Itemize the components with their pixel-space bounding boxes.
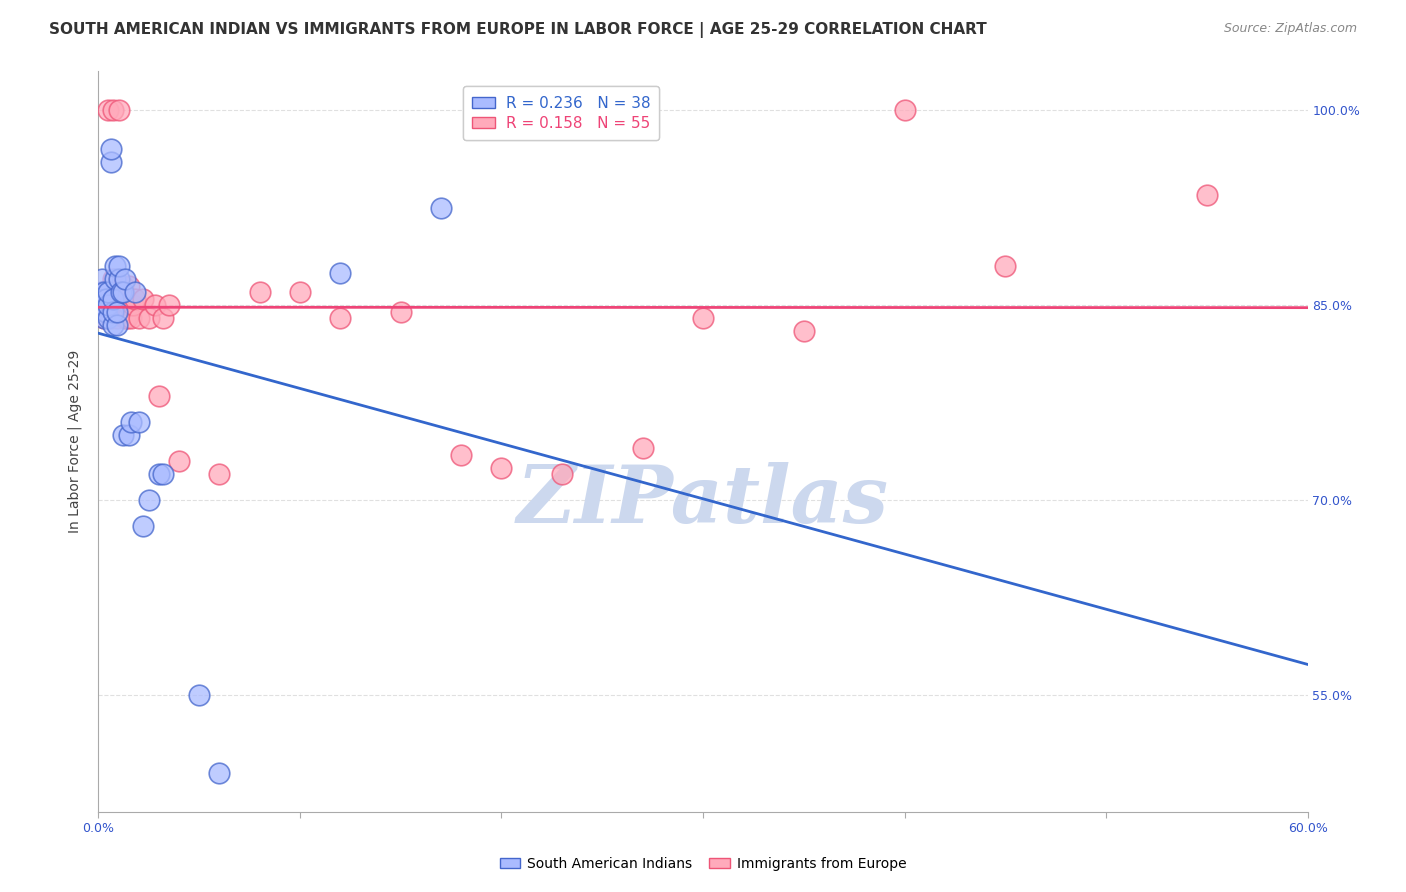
Point (124, 292, 146, 306)
Point (115, 311, 138, 326)
Point (89, 292, 111, 306)
Point (118, 278, 141, 293)
Point (208, 765, 231, 780)
Point (107, 304, 129, 318)
Point (93, 311, 115, 326)
Point (105, 318, 128, 332)
Point (101, 292, 124, 306)
Point (114, 311, 136, 326)
Point (100, 298, 122, 312)
Point (692, 311, 714, 326)
Point (96, 304, 118, 318)
Point (120, 415, 142, 429)
Point (91, 285, 114, 300)
Point (148, 389, 170, 403)
Point (111, 285, 134, 300)
Point (148, 467, 170, 481)
Point (97, 103, 120, 118)
Point (93, 311, 115, 326)
Point (288, 285, 311, 300)
Point (143, 298, 166, 312)
Point (111, 278, 134, 293)
Point (152, 311, 174, 326)
Point (138, 311, 160, 326)
Point (110, 304, 132, 318)
Point (97, 285, 120, 300)
Point (101, 103, 124, 118)
Legend: South American Indians, Immigrants from Europe: South American Indians, Immigrants from … (494, 851, 912, 876)
Point (118, 428, 141, 442)
Point (103, 292, 125, 306)
Point (994, 259, 1017, 273)
Point (100, 155, 122, 169)
Point (97, 298, 120, 312)
Point (97, 298, 120, 312)
Point (107, 292, 129, 306)
Point (114, 272, 136, 286)
Point (430, 201, 453, 215)
Point (89, 298, 111, 312)
Point (96, 292, 118, 306)
Point (157, 298, 180, 312)
Point (114, 292, 136, 306)
Point (118, 298, 141, 312)
Point (631, 441, 654, 455)
Point (107, 272, 129, 286)
Point (188, 688, 211, 702)
Legend: R = 0.236   N = 38, R = 0.158   N = 55: R = 0.236 N = 38, R = 0.158 N = 55 (463, 87, 659, 140)
Point (105, 298, 128, 312)
Point (103, 259, 125, 273)
Point (101, 304, 124, 318)
Point (101, 318, 124, 332)
Point (103, 304, 125, 318)
Point (111, 428, 134, 442)
Point (107, 103, 129, 118)
Point (105, 311, 128, 326)
Point (167, 454, 190, 468)
Point (96, 304, 118, 318)
Text: ZIPatlas: ZIPatlas (517, 462, 889, 540)
Point (249, 285, 271, 300)
Text: Source: ZipAtlas.com: Source: ZipAtlas.com (1223, 22, 1357, 36)
Point (329, 311, 352, 326)
Point (93, 285, 115, 300)
Point (111, 292, 134, 306)
Point (103, 272, 125, 286)
Point (551, 467, 574, 481)
Point (1195, 187, 1218, 202)
Point (91, 272, 114, 286)
Point (110, 285, 132, 300)
Point (97, 285, 120, 300)
Point (208, 467, 231, 481)
Point (96, 285, 118, 300)
Point (100, 142, 122, 156)
Text: SOUTH AMERICAN INDIAN VS IMMIGRANTS FROM EUROPE IN LABOR FORCE | AGE 25-29 CORRE: SOUTH AMERICAN INDIAN VS IMMIGRANTS FROM… (49, 22, 987, 38)
Point (93, 298, 115, 312)
Point (97, 311, 120, 326)
Point (329, 266, 352, 280)
Point (107, 259, 129, 273)
Point (893, 103, 915, 118)
Point (100, 285, 122, 300)
Y-axis label: In Labor Force | Age 25-29: In Labor Force | Age 25-29 (67, 350, 83, 533)
Point (128, 415, 150, 429)
Point (91, 285, 114, 300)
Point (110, 292, 132, 306)
Point (121, 298, 143, 312)
Point (105, 304, 128, 318)
Point (93, 292, 115, 306)
Point (491, 460, 513, 475)
Point (101, 272, 124, 286)
Point (124, 285, 146, 300)
Point (100, 311, 122, 326)
Point (389, 304, 412, 318)
Point (132, 292, 155, 306)
Point (128, 311, 150, 326)
Point (450, 448, 472, 462)
Point (138, 493, 160, 508)
Point (132, 519, 155, 533)
Point (152, 467, 174, 481)
Point (793, 324, 815, 338)
Point (120, 311, 142, 326)
